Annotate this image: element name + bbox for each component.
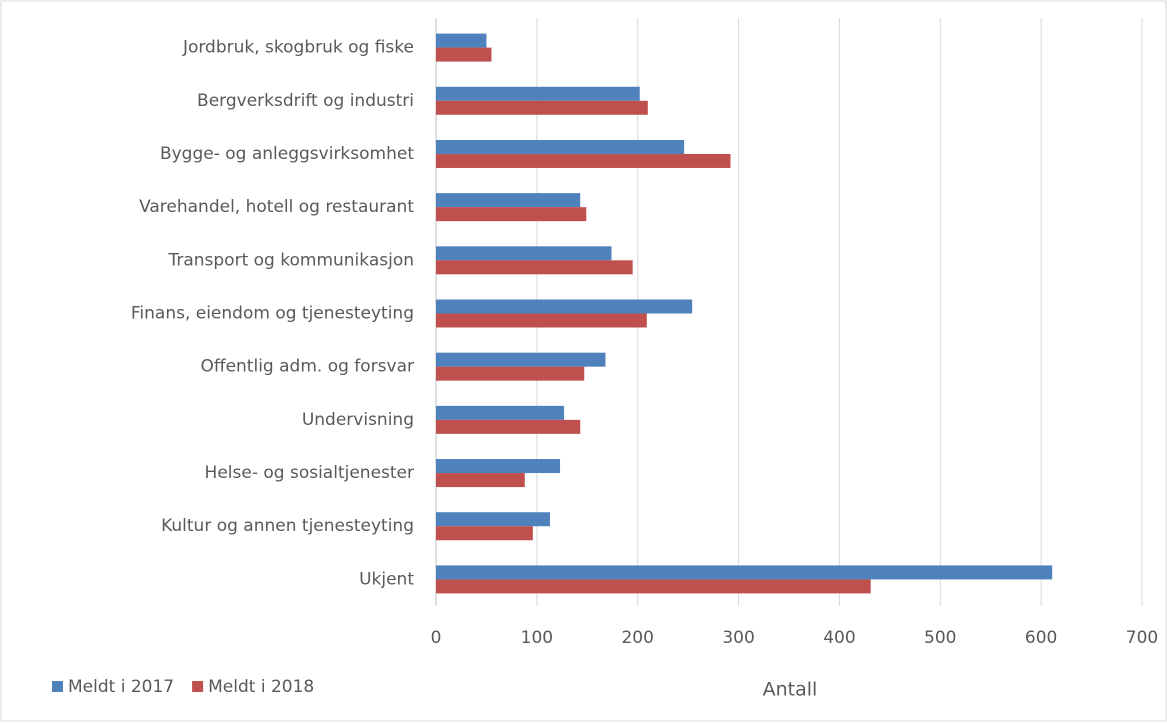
x-tick-label: 200 [621, 628, 653, 648]
y-tick-label: Transport og kommunikasjon [167, 250, 414, 270]
x-tick-label: 100 [521, 628, 553, 648]
y-tick-label: Helse- og sosialtjenester [205, 463, 414, 483]
bar [436, 405, 565, 420]
legend-label: Meldt i 2018 [208, 677, 314, 697]
bar [436, 86, 640, 101]
y-tick-label: Offentlig adm. og forsvar [200, 357, 414, 377]
bar [436, 313, 647, 328]
x-axis-title: Antall [763, 679, 818, 701]
bar [436, 579, 871, 594]
y-tick-label: Kultur og annen tjenesteyting [161, 516, 414, 536]
legend-swatch [52, 681, 63, 692]
bar [436, 100, 648, 115]
y-tick-label: Varehandel, hotell og restaurant [139, 197, 414, 217]
bar [436, 526, 533, 541]
bar [436, 193, 581, 208]
bar [436, 47, 492, 62]
bar [436, 260, 633, 275]
x-tick-label: 0 [431, 628, 442, 648]
legend-label: Meldt i 2017 [68, 677, 174, 697]
bar [436, 352, 606, 367]
legend-swatch [192, 681, 204, 692]
bar [436, 207, 587, 222]
x-tick-label: 500 [924, 628, 956, 648]
bar [436, 473, 525, 488]
x-tick-label: 600 [1025, 628, 1057, 648]
y-tick-label: Bergverksdrift og industri [197, 91, 414, 111]
y-tick-label: Undervisning [302, 410, 414, 430]
y-tick-label: Finans, eiendom og tjenesteyting [131, 304, 414, 324]
bar [436, 33, 487, 48]
bar [436, 366, 585, 381]
x-tick-label: 700 [1126, 628, 1158, 648]
x-tick-label: 400 [823, 628, 855, 648]
x-tick-label: 300 [722, 628, 754, 648]
bar [436, 419, 581, 434]
y-tick-label: Jordbruk, skogbruk og fiske [182, 38, 414, 58]
bar [436, 139, 685, 154]
bar [436, 565, 1053, 580]
bar [436, 512, 550, 527]
bar [436, 246, 612, 261]
y-tick-label: Bygge- og anleggsvirksomhet [160, 144, 414, 164]
bar [436, 459, 561, 474]
bar [436, 299, 693, 314]
bar [436, 153, 731, 168]
y-tick-label: Ukjent [359, 569, 414, 589]
